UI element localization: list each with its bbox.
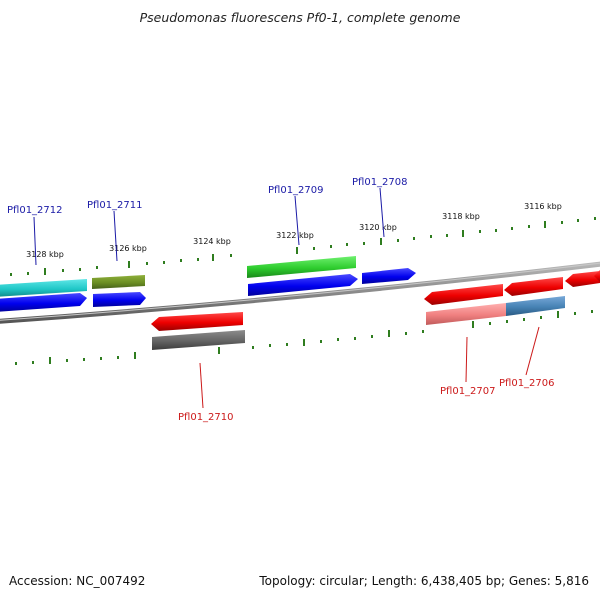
gene-label-pfl01-2706[interactable]: Pfl01_2706 — [499, 378, 555, 389]
bottom-gene-labels: Pfl01_2710 Pfl01_2707 Pfl01_2706 — [178, 326, 555, 423]
tick-label: 3122 kbp — [276, 231, 314, 240]
major-tick — [380, 238, 382, 245]
gene-label-pfl01-2712[interactable]: Pfl01_2712 — [7, 205, 63, 216]
major-tick — [218, 347, 220, 354]
gene-label-pfl01-2711[interactable]: Pfl01_2711 — [87, 200, 143, 211]
gene-label-pfl01-2708[interactable]: Pfl01_2708 — [352, 177, 408, 188]
cds-arrow-forward — [0, 293, 87, 312]
major-tick — [462, 230, 464, 237]
cds-arrow-forward — [93, 292, 146, 307]
major-tick — [49, 357, 51, 364]
major-tick — [134, 352, 136, 359]
cds-arrow-reverse — [151, 312, 243, 331]
map-title: Pseudomonas fluorescens Pf0-1, complete … — [140, 10, 461, 25]
tick-label: 3116 kbp — [524, 202, 562, 211]
tick-label: 3126 kbp — [109, 244, 147, 253]
gene-label-pfl01-2710[interactable]: Pfl01_2710 — [178, 412, 234, 423]
outer-scale — [10, 217, 596, 276]
major-tick — [128, 261, 130, 268]
top-gene-labels: Pfl01_2712 Pfl01_2711 Pfl01_2709 Pfl01_2… — [7, 177, 408, 266]
tick-label: 3118 kbp — [442, 212, 480, 221]
tick-label: 3124 kbp — [193, 237, 231, 246]
major-tick — [472, 321, 474, 328]
inner-scale — [15, 310, 593, 365]
cds-arrow-forward — [248, 274, 358, 296]
gene-label-pfl01-2707[interactable]: Pfl01_2707 — [440, 386, 496, 397]
major-tick — [296, 247, 298, 254]
tick-label: 3120 kbp — [359, 223, 397, 232]
cds-arrow-reverse — [504, 277, 563, 296]
reverse-cds-row — [151, 270, 600, 331]
major-tick — [44, 268, 46, 275]
pink-feature — [426, 303, 506, 325]
gray-feature — [152, 330, 245, 350]
major-tick — [544, 221, 546, 228]
olive-feature — [92, 275, 145, 289]
genome-backbone — [0, 261, 600, 324]
major-tick — [557, 311, 559, 318]
major-tick — [212, 254, 214, 261]
accession-text: Accession: NC_007492 — [9, 574, 146, 588]
steel-feature — [506, 296, 565, 316]
forward-cds-row — [0, 268, 416, 312]
cds-arrow-reverse — [594, 270, 600, 282]
cyan-feature — [0, 279, 87, 297]
major-tick — [388, 330, 390, 337]
genome-summary-text: Topology: circular; Length: 6,438,405 bp… — [259, 574, 589, 588]
cds-arrow-forward — [362, 268, 416, 284]
inner-feature-row — [152, 296, 565, 350]
tick-label: 3128 kbp — [26, 250, 64, 259]
outer-feature-row — [0, 256, 356, 297]
cds-arrow-reverse — [565, 271, 600, 287]
gene-label-pfl01-2709[interactable]: Pfl01_2709 — [268, 185, 324, 196]
cds-arrow-reverse — [424, 284, 503, 305]
green-feature — [247, 256, 356, 278]
major-tick — [303, 339, 305, 346]
scale-labels: 3128 kbp 3126 kbp 3124 kbp 3122 kbp 3120… — [26, 202, 562, 259]
